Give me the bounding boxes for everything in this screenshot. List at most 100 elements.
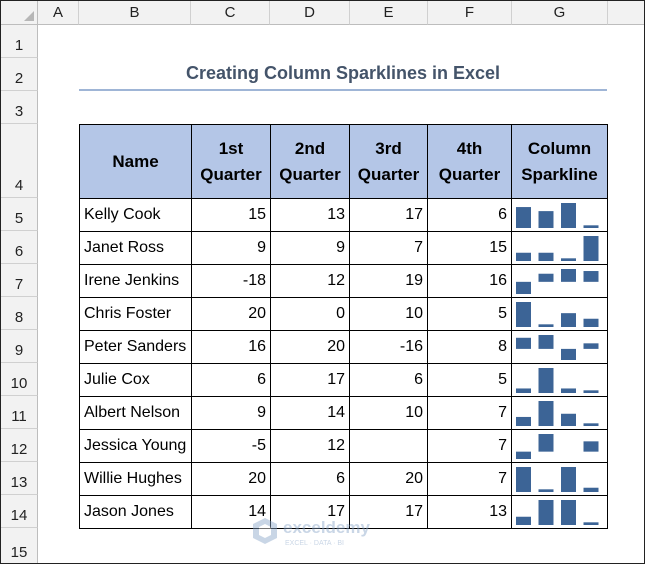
svg-text:exceldemy: exceldemy xyxy=(283,518,370,537)
row-header-6[interactable]: 6 xyxy=(1,231,38,264)
column-header-b[interactable]: B xyxy=(79,1,191,25)
name-cell[interactable]: Albert Nelson xyxy=(79,396,192,430)
quarter-1-cell[interactable]: 9 xyxy=(191,396,271,430)
quarter-4-cell[interactable]: 13 xyxy=(427,495,512,529)
sparkline-bar xyxy=(516,466,531,492)
quarter-1-cell[interactable]: 15 xyxy=(191,198,271,232)
quarter-2-cell[interactable]: 9 xyxy=(270,231,350,265)
quarter-4-cell[interactable]: 5 xyxy=(427,363,512,397)
quarter-1-cell[interactable]: 16 xyxy=(191,330,271,364)
row-header-7[interactable]: 7 xyxy=(1,264,38,297)
row-header-8[interactable]: 8 xyxy=(1,297,38,330)
sparkline-cell[interactable] xyxy=(511,231,608,265)
name-cell[interactable]: Julie Cox xyxy=(79,363,192,397)
sparkline-cell[interactable] xyxy=(511,264,608,298)
header-3rd-quarter[interactable]: 3rd Quarter xyxy=(349,124,428,199)
row-header-11[interactable]: 11 xyxy=(1,396,38,429)
quarter-4-cell[interactable]: 5 xyxy=(427,297,512,331)
select-all-corner[interactable] xyxy=(1,1,38,25)
quarter-2-cell[interactable]: 6 xyxy=(270,462,350,496)
row-header-13[interactable]: 13 xyxy=(1,462,38,495)
quarter-1-cell[interactable]: 14 xyxy=(191,495,271,529)
sparkline-bar xyxy=(516,337,531,349)
column-header-d[interactable]: D xyxy=(270,1,350,25)
quarter-4-cell[interactable]: 16 xyxy=(427,264,512,298)
sparkline-cell[interactable] xyxy=(511,330,608,364)
header-name[interactable]: Name xyxy=(79,124,192,199)
row-header-15[interactable]: 15 xyxy=(1,528,38,563)
table-row: Peter Sanders 16 20 -16 8 xyxy=(79,330,608,364)
quarter-1-cell[interactable]: -18 xyxy=(191,264,271,298)
sparkline-bar xyxy=(583,235,599,261)
row-header-12[interactable]: 12 xyxy=(1,429,38,462)
quarter-3-cell[interactable]: -16 xyxy=(349,330,428,364)
sparkline-bar xyxy=(583,487,599,492)
quarter-1-cell[interactable]: 20 xyxy=(191,297,271,331)
quarter-3-cell[interactable]: 7 xyxy=(349,231,428,265)
column-header-c[interactable]: C xyxy=(191,1,270,25)
quarter-4-cell[interactable]: 7 xyxy=(427,462,512,496)
quarter-3-cell[interactable] xyxy=(349,429,428,463)
name-cell[interactable]: Jessica Young xyxy=(79,429,192,463)
sparkline-cell[interactable] xyxy=(511,297,608,331)
sheet-title[interactable]: Creating Column Sparklines in Excel xyxy=(185,63,501,83)
quarter-2-cell[interactable]: 12 xyxy=(270,429,350,463)
row-header-1[interactable]: 1 xyxy=(1,25,38,58)
name-cell[interactable]: Willie Hughes xyxy=(79,462,192,496)
column-header-f[interactable]: F xyxy=(428,1,512,25)
name-cell[interactable]: Chris Foster xyxy=(79,297,192,331)
name-cell[interactable]: Irene Jenkins xyxy=(79,264,192,298)
quarter-2-cell[interactable]: 0 xyxy=(270,297,350,331)
quarter-2-cell[interactable]: 17 xyxy=(270,363,350,397)
quarter-4-cell[interactable]: 8 xyxy=(427,330,512,364)
sparkline-cell[interactable] xyxy=(511,363,608,397)
header-column-sparkline[interactable]: Column Sparkline xyxy=(511,124,608,199)
quarter-3-cell[interactable]: 6 xyxy=(349,363,428,397)
name-cell[interactable]: Janet Ross xyxy=(79,231,192,265)
column-header-g[interactable]: G xyxy=(512,1,608,25)
svg-text:EXCEL · DATA · BI: EXCEL · DATA · BI xyxy=(285,540,344,547)
quarter-3-cell[interactable]: 17 xyxy=(349,198,428,232)
sparkline-cell[interactable] xyxy=(511,462,608,496)
column-header-e[interactable]: E xyxy=(350,1,428,25)
quarter-4-cell[interactable]: 6 xyxy=(427,198,512,232)
quarter-2-cell[interactable]: 12 xyxy=(270,264,350,298)
column-header-next[interactable] xyxy=(608,1,644,25)
header-2nd-quarter[interactable]: 2nd Quarter xyxy=(270,124,350,199)
sparkline-cell[interactable] xyxy=(511,495,608,529)
quarter-1-cell[interactable]: 9 xyxy=(191,231,271,265)
row-header-4[interactable]: 4 xyxy=(1,124,38,198)
name-cell[interactable]: Peter Sanders xyxy=(79,330,192,364)
quarter-4-cell[interactable]: 7 xyxy=(427,429,512,463)
name-cell[interactable]: Jason Jones xyxy=(79,495,192,529)
quarter-4-cell[interactable]: 7 xyxy=(427,396,512,430)
quarter-3-cell[interactable]: 10 xyxy=(349,396,428,430)
quarter-1-cell[interactable]: 20 xyxy=(191,462,271,496)
header-1st-quarter[interactable]: 1st Quarter xyxy=(191,124,271,199)
row-header-2[interactable]: 2 xyxy=(1,58,38,91)
name-cell[interactable]: Kelly Cook xyxy=(79,198,192,232)
row-header-9[interactable]: 9 xyxy=(1,330,38,363)
sparkline-bar xyxy=(516,206,531,228)
quarter-1-cell[interactable]: 6 xyxy=(191,363,271,397)
sparkline-cell[interactable] xyxy=(511,198,608,232)
quarter-2-cell[interactable]: 14 xyxy=(270,396,350,430)
row-header-3[interactable]: 3 xyxy=(1,91,38,124)
sparkline-bar xyxy=(538,400,554,426)
sparkline-bar xyxy=(583,440,599,452)
quarter-3-cell[interactable]: 17 xyxy=(349,495,428,529)
column-header-a[interactable]: A xyxy=(38,1,79,25)
sparkline-cell[interactable] xyxy=(511,396,608,430)
quarter-4-cell[interactable]: 15 xyxy=(427,231,512,265)
quarter-3-cell[interactable]: 10 xyxy=(349,297,428,331)
sparkline-cell[interactable] xyxy=(511,429,608,463)
row-header-10[interactable]: 10 xyxy=(1,363,38,396)
quarter-3-cell[interactable]: 19 xyxy=(349,264,428,298)
quarter-1-cell[interactable]: -5 xyxy=(191,429,271,463)
quarter-2-cell[interactable]: 20 xyxy=(270,330,350,364)
header-4th-quarter[interactable]: 4th Quarter xyxy=(427,124,512,199)
quarter-2-cell[interactable]: 13 xyxy=(270,198,350,232)
row-header-5[interactable]: 5 xyxy=(1,198,38,231)
row-header-14[interactable]: 14 xyxy=(1,495,38,528)
quarter-3-cell[interactable]: 20 xyxy=(349,462,428,496)
